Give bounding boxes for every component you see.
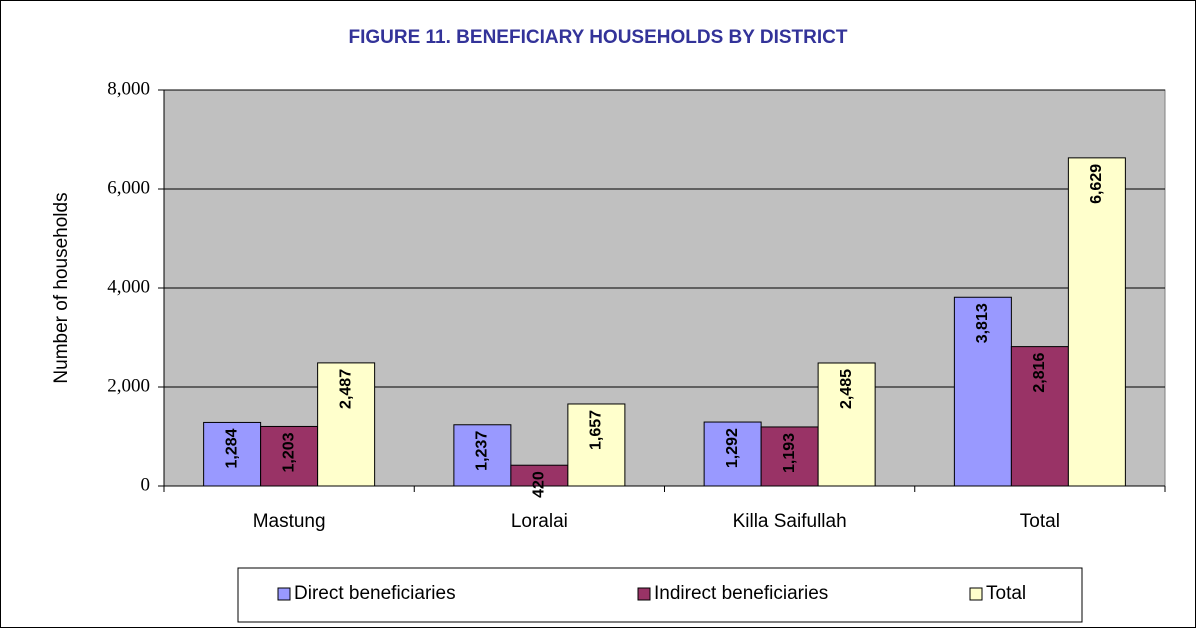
data-label: 1,237 bbox=[474, 431, 491, 471]
legend-label: Indirect beneficiaries bbox=[654, 583, 828, 604]
legend-swatch bbox=[637, 587, 651, 601]
bar bbox=[567, 403, 626, 487]
y-axis-title: Number of households bbox=[51, 192, 72, 383]
data-label: 6,629 bbox=[1088, 164, 1105, 204]
legend-box bbox=[237, 567, 1083, 623]
x-tick-label: Loralai bbox=[511, 511, 568, 532]
legend-swatch bbox=[969, 587, 983, 601]
bar bbox=[453, 424, 512, 487]
y-tick-label: 6,000 bbox=[107, 177, 150, 198]
bar bbox=[1067, 157, 1126, 487]
data-label: 2,485 bbox=[838, 369, 855, 409]
data-label: 2,816 bbox=[1031, 353, 1048, 393]
bar bbox=[703, 421, 762, 487]
chart-title: FIGURE 11. BENEFICIARY HOUSEHOLDS BY DIS… bbox=[348, 27, 847, 48]
legend-label: Direct beneficiaries bbox=[294, 583, 456, 604]
x-tick-label: Total bbox=[1020, 511, 1060, 532]
bar bbox=[760, 426, 819, 487]
bar bbox=[317, 362, 376, 487]
y-tick-label: 8,000 bbox=[107, 78, 150, 99]
bar bbox=[817, 362, 876, 487]
y-tick-label: 0 bbox=[141, 474, 151, 495]
legend-label: Total bbox=[986, 583, 1026, 604]
data-label: 1,657 bbox=[588, 410, 605, 450]
bar bbox=[1010, 346, 1069, 487]
x-tick-label: Killa Saifullah bbox=[733, 511, 847, 532]
data-label: 2,487 bbox=[337, 369, 354, 409]
legend-swatch bbox=[277, 587, 291, 601]
data-label: 420 bbox=[531, 471, 548, 498]
bar bbox=[953, 296, 1012, 487]
y-tick-label: 2,000 bbox=[107, 375, 150, 396]
data-label: 1,284 bbox=[223, 428, 240, 468]
data-label: 1,203 bbox=[280, 432, 297, 472]
bar bbox=[203, 421, 262, 487]
x-tick-label: Mastung bbox=[253, 511, 326, 532]
data-label: 1,292 bbox=[724, 428, 741, 468]
data-label: 1,193 bbox=[781, 433, 798, 473]
data-label: 3,813 bbox=[974, 303, 991, 343]
y-tick-label: 4,000 bbox=[107, 276, 150, 297]
